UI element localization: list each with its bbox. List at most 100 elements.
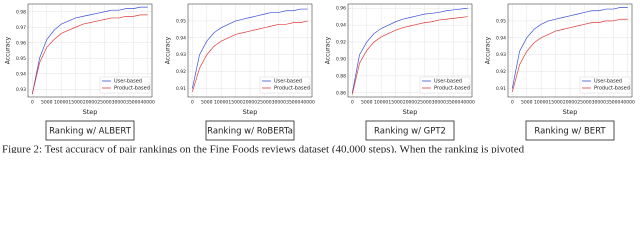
line-series xyxy=(191,8,308,89)
x-tick-label: 35000 xyxy=(446,100,460,106)
legend-label: User-based xyxy=(274,79,302,85)
line-series xyxy=(351,7,468,93)
y-tick-label: 0.94 xyxy=(176,35,186,41)
x-axis-label: Step xyxy=(83,108,98,116)
x-tick-label: 10000 xyxy=(374,100,388,106)
x-tick-label: 5000 xyxy=(41,100,53,106)
legend-box xyxy=(99,76,151,94)
x-tick-label: 15000 xyxy=(228,100,242,106)
y-axis-label: Accuracy xyxy=(485,36,492,64)
line-series xyxy=(351,16,468,95)
panel-label: Ranking w/ BERT xyxy=(534,127,606,137)
y-axis-label: Accuracy xyxy=(165,36,172,64)
x-tick-label: 40000 xyxy=(621,100,635,106)
x-tick-label: 15000 xyxy=(388,100,402,106)
legend-label: Product-based xyxy=(434,86,470,92)
y-tick-label: 0.97 xyxy=(16,25,26,31)
plot-frame xyxy=(507,3,633,98)
x-tick-label: 5000 xyxy=(201,100,213,106)
legend-label: User-based xyxy=(114,79,142,85)
line-series xyxy=(31,6,148,94)
legend-box xyxy=(579,76,631,94)
figure: Figure 2: Test accuracy of pair rankings… xyxy=(2,3,635,153)
x-tick-label: 0 xyxy=(31,100,34,106)
x-tick-label: 25000 xyxy=(257,100,271,106)
x-tick-label: 30000 xyxy=(592,100,606,106)
x-tick-label: 0 xyxy=(351,100,354,106)
y-tick-label: 0.88 xyxy=(336,73,346,79)
x-tick-label: 25000 xyxy=(97,100,111,106)
x-axis-label: Step xyxy=(563,108,578,116)
y-tick-label: 0.93 xyxy=(16,87,26,93)
line-series xyxy=(511,18,628,93)
x-tick-label: 30000 xyxy=(112,100,126,106)
x-tick-label: 25000 xyxy=(417,100,431,106)
figure-caption: Figure 2: Test accuracy of pair rankings… xyxy=(2,144,525,153)
x-tick-label: 0 xyxy=(191,100,194,106)
x-tick-label: 40000 xyxy=(301,100,315,106)
page: Figure 2: Test accuracy of pair rankings… xyxy=(2,3,635,153)
x-tick-label: 20000 xyxy=(403,100,417,106)
y-tick-label: 0.91 xyxy=(496,86,506,92)
y-tick-label: 0.92 xyxy=(496,69,506,75)
x-tick-label: 10000 xyxy=(534,100,548,106)
x-tick-label: 35000 xyxy=(126,100,140,106)
y-tick-label: 0.96 xyxy=(336,6,346,12)
y-tick-label: 0.94 xyxy=(16,71,26,77)
x-axis-label: Step xyxy=(403,108,418,116)
legend-label: Product-based xyxy=(274,86,310,92)
legend-label: User-based xyxy=(434,79,462,85)
plot-frame xyxy=(27,3,153,98)
x-tick-label: 20000 xyxy=(243,100,257,106)
x-tick-label: 20000 xyxy=(83,100,97,106)
panel-label-box xyxy=(525,120,615,141)
line-series xyxy=(31,14,148,94)
y-tick-label: 0.98 xyxy=(16,9,26,15)
x-tick-label: 5000 xyxy=(361,100,373,106)
plot-frame xyxy=(187,3,313,98)
line-series xyxy=(511,7,628,89)
panel-label: Ranking w/ RoBERTa xyxy=(207,127,293,137)
y-tick-label: 0.94 xyxy=(336,23,346,29)
y-tick-label: 0.92 xyxy=(336,40,346,46)
x-tick-label: 25000 xyxy=(577,100,591,106)
x-tick-label: 10000 xyxy=(54,100,68,106)
y-tick-label: 0.93 xyxy=(496,52,506,58)
x-tick-label: 0 xyxy=(511,100,514,106)
y-tick-label: 0.86 xyxy=(336,90,346,96)
x-tick-label: 40000 xyxy=(141,100,155,106)
panel-label-box xyxy=(45,120,135,141)
y-tick-label: 0.95 xyxy=(496,18,506,24)
legend-box xyxy=(419,76,471,94)
y-tick-label: 0.92 xyxy=(176,69,186,75)
legend-box xyxy=(259,76,311,94)
x-axis-label: Step xyxy=(243,108,258,116)
y-tick-label: 0.93 xyxy=(176,52,186,58)
y-tick-label: 0.94 xyxy=(496,35,506,41)
x-tick-label: 35000 xyxy=(286,100,300,106)
x-tick-label: 20000 xyxy=(563,100,577,106)
legend-label: Product-based xyxy=(594,86,630,92)
y-tick-label: 0.90 xyxy=(336,56,346,62)
legend-label: Product-based xyxy=(114,86,150,92)
panel-label: Ranking w/ ALBERT xyxy=(49,127,132,137)
panel-label-box xyxy=(365,120,455,141)
y-axis-label: Accuracy xyxy=(5,36,12,64)
y-tick-label: 0.96 xyxy=(16,40,26,46)
line-series xyxy=(191,20,308,93)
panel-label: Ranking w/ GPT2 xyxy=(374,127,446,137)
y-tick-label: 0.95 xyxy=(16,56,26,62)
panel-label-box xyxy=(205,120,295,141)
x-tick-label: 30000 xyxy=(272,100,286,106)
x-tick-label: 15000 xyxy=(548,100,562,106)
plot-frame xyxy=(347,3,473,98)
y-axis-label: Accuracy xyxy=(325,36,332,64)
y-tick-label: 0.95 xyxy=(176,18,186,24)
x-tick-label: 35000 xyxy=(606,100,620,106)
x-tick-label: 30000 xyxy=(432,100,446,106)
legend-label: User-based xyxy=(594,79,622,85)
x-tick-label: 40000 xyxy=(461,100,475,106)
x-tick-label: 5000 xyxy=(521,100,533,106)
x-tick-label: 10000 xyxy=(214,100,228,106)
x-tick-label: 15000 xyxy=(68,100,82,106)
